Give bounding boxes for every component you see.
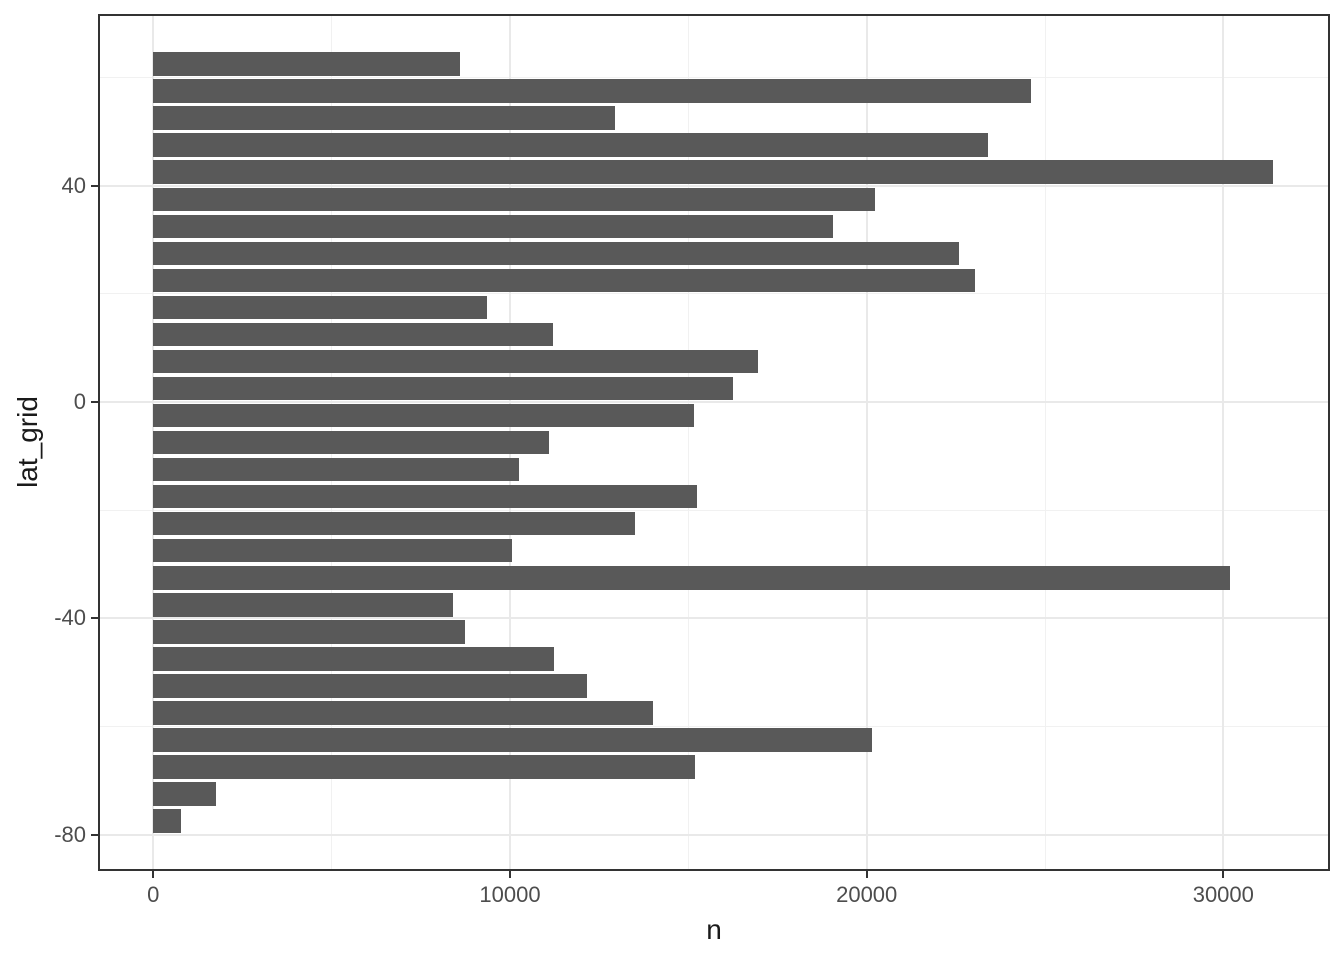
bar <box>153 593 453 617</box>
bar <box>153 52 460 76</box>
x-axis-title: n <box>706 914 722 945</box>
x-tick-label: 20000 <box>836 882 898 907</box>
x-major-gridline <box>865 15 868 870</box>
y-minor-gridline <box>99 293 1329 295</box>
bar <box>153 566 1231 590</box>
bar <box>153 809 182 833</box>
y-major-gridline <box>99 617 1329 620</box>
bar <box>153 728 872 752</box>
bar <box>153 241 960 265</box>
y-tick-mark <box>91 184 98 187</box>
bar <box>153 701 653 725</box>
y-axis-title: lat_grid <box>12 396 43 488</box>
y-major-gridline <box>99 401 1329 403</box>
x-tick-mark <box>865 871 868 878</box>
y-major-gridline <box>99 184 1329 187</box>
x-tick-label: 10000 <box>479 882 541 907</box>
bar <box>153 376 733 401</box>
bar <box>153 403 694 428</box>
y-minor-gridline <box>99 77 1329 79</box>
y-tick-label: -80 <box>54 821 86 847</box>
x-major-gridline <box>1222 15 1225 870</box>
bar <box>153 322 553 347</box>
bar <box>153 160 1274 184</box>
bar <box>153 620 466 644</box>
bar <box>153 268 976 293</box>
bar <box>153 79 1031 103</box>
bar <box>153 106 616 130</box>
bar <box>153 187 876 211</box>
bar <box>153 647 555 671</box>
bar <box>153 755 696 779</box>
bar <box>153 133 988 157</box>
x-minor-gridline <box>1044 15 1046 870</box>
x-minor-gridline <box>687 15 689 870</box>
x-tick-label: 30000 <box>1192 882 1254 907</box>
x-tick-mark <box>1222 871 1225 878</box>
bar <box>153 538 512 563</box>
y-minor-gridline <box>99 725 1329 727</box>
x-tick-mark <box>152 871 155 878</box>
y-tick-label: -40 <box>54 605 86 631</box>
bar <box>153 782 216 806</box>
bar <box>153 295 487 320</box>
y-tick-label: 40 <box>61 172 86 198</box>
y-tick-label: 0 <box>73 389 86 414</box>
y-tick-mark <box>91 833 98 836</box>
y-tick-mark <box>91 401 98 403</box>
bar <box>153 430 550 455</box>
x-tick-label: 0 <box>147 882 160 907</box>
x-tick-mark <box>509 871 511 878</box>
y-major-gridline <box>99 833 1329 836</box>
bar <box>153 511 635 536</box>
bar <box>153 349 758 374</box>
bar <box>153 214 833 238</box>
y-tick-mark <box>91 617 98 620</box>
plot-panel <box>98 14 1330 871</box>
bar <box>153 484 698 509</box>
bar <box>153 674 587 698</box>
bar <box>153 457 519 482</box>
y-minor-gridline <box>99 509 1329 511</box>
